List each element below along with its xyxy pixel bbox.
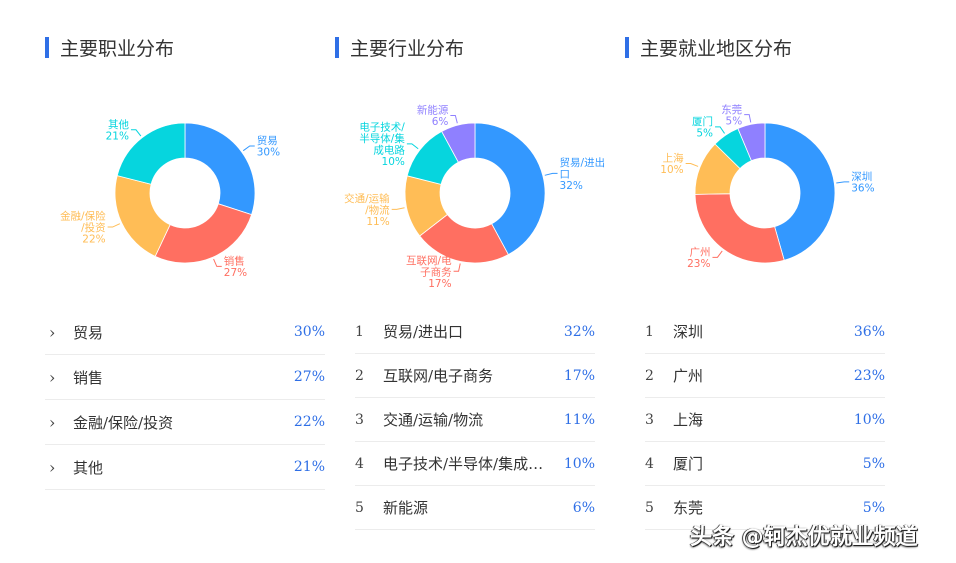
slice-label: 销售 27% — [224, 255, 247, 279]
leader-line — [715, 126, 725, 134]
list-item[interactable]: › 销售 27% — [45, 355, 325, 400]
donut-slice[interactable] — [764, 122, 836, 261]
list-item[interactable]: 4 厦门 5% — [645, 442, 885, 486]
watermark: 头条 @轲杰优就业频道 — [690, 525, 918, 550]
occupation-list: › 贸易 30% › 销售 27% › 金融/保险/投资 22% › 其他 21… — [45, 310, 325, 490]
slice-label: 其他 21% — [106, 118, 130, 143]
list-item[interactable]: 5 新能源 6% — [355, 486, 595, 530]
donut-slice[interactable] — [441, 122, 476, 163]
leader-line — [450, 114, 458, 124]
chevron-right-icon: › — [49, 322, 56, 342]
donut-slice[interactable] — [116, 122, 186, 185]
chevron-right-icon: › — [49, 412, 56, 432]
donut-chart: 贸易 30% 销售 27% 金融/保险/投资 22% 其他 21% — [60, 118, 280, 279]
slice-label: 上海 10% — [660, 152, 684, 177]
leader-line — [213, 258, 222, 267]
leader-line — [130, 129, 142, 137]
slice-label: 金融/保险/投资 22% — [60, 210, 106, 246]
list-item[interactable]: › 贸易 30% — [45, 310, 325, 355]
slice-label: 电子技术/半导体/集成电路 10% — [359, 121, 405, 168]
donut-slice[interactable] — [694, 193, 785, 264]
industry-list: 1 贸易/进出口 32% 2 互联网/电子商务 17% 3 交通/运输/物流 1… — [355, 310, 595, 530]
slice-label: 贸易 30% — [257, 135, 280, 159]
donut-chart: 贸易/进出口 32% 互联网/电子商务 17% 交通/运输/物流 11% 电子技术/半导体/… — [344, 104, 606, 290]
panel-title: 主要行业分布 — [335, 36, 465, 60]
list-item[interactable]: › 金融/保险/投资 22% — [45, 400, 325, 445]
panel-industry: 主要行业分布 贸易/进出口 32% 互联网/电子商务 17% 交通/运输/物流 11% 电子… — [335, 0, 620, 563]
panel-occupation: 主要职业分布 贸易 30% 销售 27% 金融/保险/投资 22% 其他 21% › 贸易 3… — [45, 0, 330, 563]
panel-title: 主要职业分布 — [45, 36, 175, 60]
slice-label: 深圳 36% — [851, 171, 874, 195]
list-item[interactable]: 4 电子技术/半导体/集成… 10% — [355, 442, 595, 486]
panel-region: 主要就业地区分布 深圳 36% 广州 23% 上海 10% 厦门 5% 东莞 5% 1 深圳 36… — [625, 0, 925, 563]
panel-title-text: 主要行业分布 — [350, 37, 465, 60]
donut-slice[interactable] — [737, 122, 766, 162]
donut-slice[interactable] — [419, 213, 509, 264]
list-item[interactable]: 3 交通/运输/物流 11% — [355, 398, 595, 442]
list-item[interactable]: 5 东莞 5% — [645, 486, 885, 530]
donut-slice[interactable] — [154, 203, 253, 264]
list-item[interactable]: 1 贸易/进出口 32% — [355, 310, 595, 354]
donut-slice[interactable] — [474, 122, 546, 256]
leader-line — [685, 162, 699, 167]
list-item[interactable]: › 其他 21% — [45, 445, 325, 490]
panel-title-text: 主要职业分布 — [60, 37, 175, 60]
region-list: 1 深圳 36% 2 广州 23% 3 上海 10% 4 厦门 5% 5 东莞 … — [645, 310, 885, 530]
slice-label: 东莞 5% — [721, 103, 742, 128]
list-item[interactable]: 2 广州 23% — [645, 354, 885, 398]
leader-line — [836, 181, 850, 184]
leader-line — [744, 114, 752, 123]
list-item[interactable]: 1 深圳 36% — [645, 310, 885, 354]
panel-title-text: 主要就业地区分布 — [640, 37, 793, 60]
slice-label: 广州 23% — [687, 247, 710, 271]
leader-line — [453, 263, 461, 272]
chevron-right-icon: › — [49, 457, 56, 477]
slice-label: 互联网/电子商务 17% — [406, 254, 452, 290]
list-item[interactable]: 2 互联网/电子商务 17% — [355, 354, 595, 398]
leader-line — [391, 207, 405, 210]
leader-line — [242, 145, 255, 152]
slice-label: 厦门 5% — [692, 115, 713, 140]
title-accent-bar — [335, 36, 339, 58]
donut-chart: 深圳 36% 广州 23% 上海 10% 厦门 5% 东莞 5% — [660, 103, 874, 271]
panel-title: 主要就业地区分布 — [625, 36, 793, 60]
title-accent-bar — [625, 36, 629, 58]
slice-label: 贸易/进出口 32% — [560, 156, 606, 192]
title-accent-bar — [45, 36, 49, 58]
leader-line — [712, 250, 723, 258]
leader-line — [406, 143, 419, 150]
list-item[interactable]: 3 上海 10% — [645, 398, 885, 442]
slice-label: 新能源 6% — [417, 104, 449, 129]
leader-line — [544, 172, 558, 176]
chevron-right-icon: › — [49, 367, 56, 387]
slice-label: 交通/运输/物流 11% — [344, 192, 390, 228]
donut-slice[interactable] — [184, 122, 256, 216]
leader-line — [107, 223, 121, 228]
